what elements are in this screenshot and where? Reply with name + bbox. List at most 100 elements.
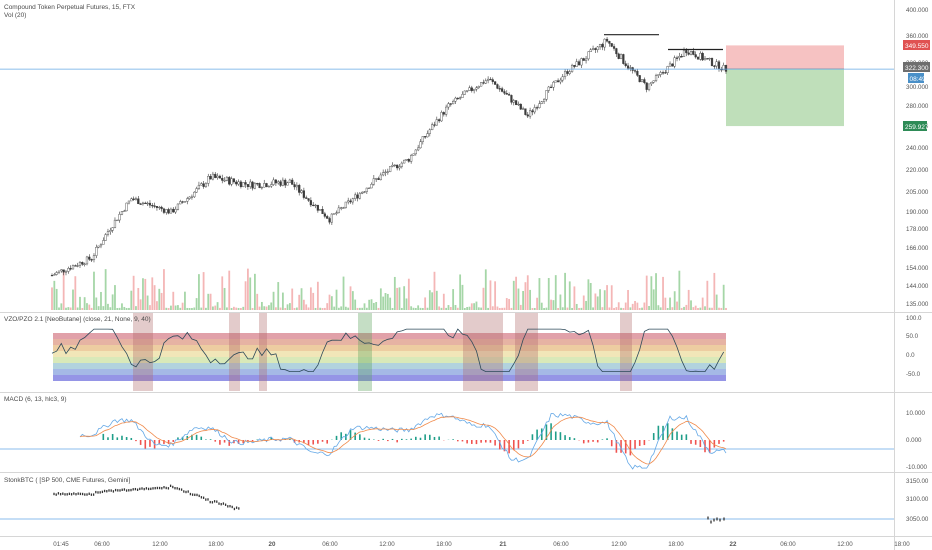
macd-histogram-bar	[303, 440, 305, 444]
macd-histogram-bar	[620, 440, 622, 453]
candle-body	[165, 209, 168, 213]
volume-bar	[342, 276, 345, 310]
volume-bar	[132, 275, 135, 310]
volume-bar	[526, 275, 529, 310]
volume-bar	[629, 307, 632, 310]
candle-body	[386, 171, 389, 173]
volume-bar	[580, 307, 583, 310]
volume-bar	[247, 268, 249, 310]
macd-histogram-bar	[652, 433, 655, 440]
stonk-axis[interactable]: 3150.00 3100.00 3050.00	[906, 478, 929, 523]
candle-body	[272, 179, 275, 185]
candle-body	[722, 65, 725, 71]
volume-bar	[543, 307, 545, 310]
time-axis-label: 12:00	[152, 541, 168, 548]
candle-body	[603, 38, 606, 48]
volume-bar	[407, 278, 410, 310]
volume-bar	[58, 307, 60, 310]
macd-histogram-bar	[573, 438, 576, 440]
volume-bar	[235, 307, 238, 310]
volume-bar	[130, 290, 133, 310]
candle-body	[424, 136, 427, 138]
candle-body	[657, 74, 660, 76]
macd-histogram-bar	[550, 423, 552, 440]
macd-histogram-bar	[251, 440, 254, 442]
candle-body	[335, 212, 338, 214]
time-axis-label: 21	[500, 541, 507, 548]
price-axis-label: 190.000	[906, 209, 929, 216]
candle-body	[417, 147, 420, 151]
macd-histogram-bar	[312, 440, 315, 445]
volume-bar	[421, 307, 424, 310]
candle-body	[515, 100, 518, 105]
candle-body	[389, 166, 392, 172]
signal-line	[79, 416, 727, 465]
vzo-signal-zone	[463, 313, 503, 391]
macd-histogram-bar	[116, 437, 119, 440]
candle-body	[692, 51, 695, 55]
candle-body	[258, 183, 261, 188]
candle-body	[127, 200, 131, 204]
chart-title: Compound Token Perpetual Futures, 15, FT…	[4, 4, 136, 11]
time-axis[interactable]: 01:45 06:00 12:00 18:00 20 06:00 12:00 18:00 21 0…	[53, 541, 910, 548]
candle-body	[57, 270, 61, 273]
macd-histogram-bar	[429, 434, 431, 440]
volume-bar	[454, 304, 457, 310]
macd-histogram-bar	[139, 440, 142, 445]
candle-body	[246, 184, 250, 188]
candle-body	[253, 183, 256, 189]
candle-body	[211, 173, 215, 180]
candle-body	[615, 48, 618, 55]
macd-histogram-bar	[387, 440, 389, 442]
price-axis[interactable]: 400.000360.000330.000300.000280.000260.0…	[906, 7, 929, 308]
candle-body	[636, 71, 639, 76]
macd-histogram-bar	[466, 440, 468, 444]
drawn-lines[interactable]	[0, 34, 894, 70]
volume-bar	[281, 292, 284, 310]
stonk-pane[interactable]	[0, 472, 894, 536]
volume-bar	[323, 307, 326, 310]
price-axis-label: 144.000	[906, 283, 929, 290]
volume-bar	[582, 295, 585, 310]
volume-bar	[363, 303, 366, 310]
candle-body	[510, 95, 513, 103]
volume-bar	[361, 307, 364, 310]
candle-body	[396, 164, 399, 169]
position-tool[interactable]	[726, 45, 844, 127]
macd-histogram-bar	[111, 434, 114, 440]
candle-body	[526, 114, 529, 117]
candle-body	[398, 166, 401, 169]
volume-bar	[351, 291, 354, 310]
vzo-axis[interactable]: 100.0 50.0 0.0 -50.0	[906, 315, 922, 378]
volume-bar	[256, 293, 259, 310]
volume-bar	[449, 307, 452, 310]
candle-body	[300, 190, 303, 193]
macd-histogram-bar	[592, 440, 594, 442]
volume-bar	[389, 297, 392, 310]
candle-body	[333, 213, 336, 215]
macd-histogram-bar	[722, 440, 725, 442]
candle-body	[587, 51, 590, 60]
macd-axis[interactable]: 10.000 0.000 -10.000	[906, 410, 928, 471]
macd-histogram-bar	[219, 440, 221, 445]
candle-body	[435, 119, 438, 126]
macd-histogram-bar	[181, 436, 184, 440]
candle-body	[281, 179, 284, 186]
candle-body	[482, 82, 485, 84]
volume-bar	[680, 307, 683, 310]
macd-label: MACD (6, 13, hlc3, 9)	[4, 396, 67, 403]
volume-bar	[412, 307, 415, 310]
volume-bar	[177, 305, 179, 310]
candle-body	[162, 208, 166, 213]
candle-body	[685, 50, 688, 54]
macd-axis-label: 10.000	[906, 410, 925, 417]
macd-pane[interactable]	[0, 392, 894, 472]
price-axis-label: 205.000	[906, 189, 929, 196]
volume-bar	[312, 292, 315, 310]
candle-body	[619, 54, 623, 59]
volume-bar	[219, 307, 221, 310]
volume-bar	[529, 289, 531, 310]
candle-body	[661, 72, 665, 74]
volume-bar	[221, 276, 224, 310]
candle-body	[216, 175, 219, 178]
